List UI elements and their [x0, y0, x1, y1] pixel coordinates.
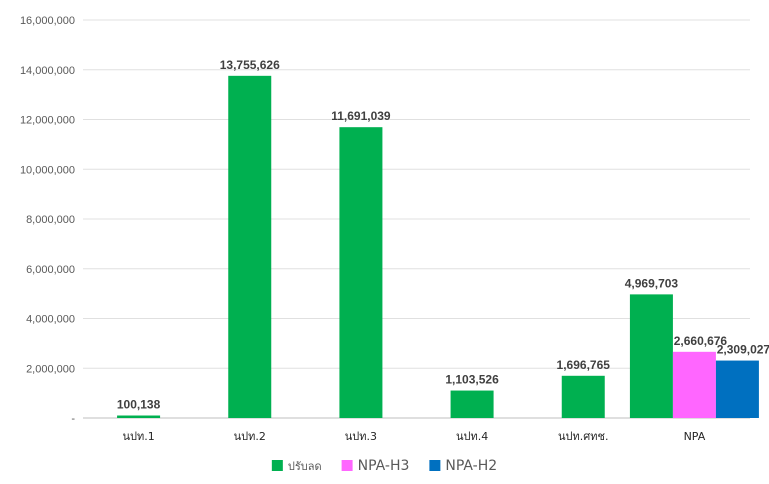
legend-label: ปรับลด [288, 460, 322, 473]
bar [117, 415, 161, 418]
bar [339, 127, 383, 419]
gridlines [83, 19, 750, 419]
x-tick-label: นปท.2 [234, 430, 266, 443]
legend-label: NPA-H3 [358, 458, 410, 474]
y-tick-label: 10,000,000 [20, 164, 75, 176]
y-tick-label: - [71, 413, 75, 425]
data-label: 4,969,703 [625, 276, 679, 290]
legend-swatch [341, 460, 353, 471]
data-label: 100,138 [117, 398, 161, 412]
bar [450, 390, 494, 418]
legend-label: NPA-H2 [445, 458, 497, 474]
bar [629, 294, 673, 418]
data-label: 2,309,027 [717, 343, 769, 357]
bar [672, 351, 716, 418]
data-labels: 100,138 13,755,626 11,691,039 1,103,526 1,69… [117, 58, 769, 412]
data-label: 11,691,039 [331, 109, 391, 123]
legend-item: ปรับลด [271, 460, 322, 473]
x-tick-label: นปท.3 [345, 430, 377, 443]
x-tick-label: นปท.ศทช. [558, 430, 608, 443]
y-tick-label: 16,000,000 [20, 15, 75, 27]
y-tick-label: 4,000,000 [26, 314, 75, 326]
y-tick-label: 14,000,000 [20, 65, 75, 77]
bar [715, 360, 759, 418]
legend: ปรับลด NPA-H3 NPA-H2 [271, 458, 497, 474]
x-tick-label: NPA [684, 430, 706, 443]
y-tick-label: 6,000,000 [26, 264, 75, 276]
bars [117, 75, 759, 419]
bar [561, 375, 605, 418]
bar [228, 75, 272, 419]
x-tick-label: นปท.4 [456, 430, 488, 443]
x-axis-ticks: นปท.1 นปท.2 นปท.3 นปท.4 นปท.ศทช. NPA [122, 430, 705, 443]
y-axis-ticks: - 2,000,000 4,000,000 6,000,000 8,000,000 10,… [20, 15, 75, 425]
x-tick-label: นปท.1 [122, 430, 154, 443]
data-label: 2,660,676 [674, 334, 728, 348]
data-label: 1,103,526 [445, 373, 499, 387]
legend-item: NPA-H2 [429, 458, 497, 474]
legend-swatch [429, 460, 441, 471]
legend-item: NPA-H3 [341, 458, 410, 474]
y-tick-label: 8,000,000 [26, 214, 75, 226]
data-label: 13,755,626 [220, 58, 280, 72]
legend-swatch [271, 460, 283, 471]
y-tick-label: 12,000,000 [20, 115, 75, 127]
y-tick-label: 2,000,000 [26, 363, 75, 375]
data-label: 1,696,765 [557, 358, 611, 372]
